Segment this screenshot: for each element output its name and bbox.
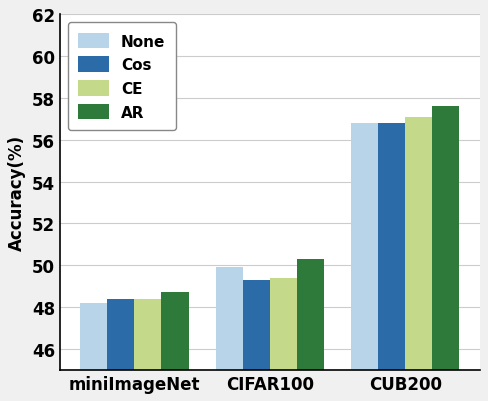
Bar [243,280,270,401]
Bar [432,107,459,401]
Y-axis label: Accuracy(%): Accuracy(%) [8,135,26,251]
Bar [405,117,432,401]
Bar [351,124,378,401]
Bar [80,303,107,401]
Bar [378,124,405,401]
Bar [162,293,188,401]
Bar [270,278,297,401]
Bar [134,299,162,401]
Bar [297,259,324,401]
Legend: None, Cos, CE, AR: None, Cos, CE, AR [67,23,176,131]
Bar [216,268,243,401]
Bar [107,299,134,401]
